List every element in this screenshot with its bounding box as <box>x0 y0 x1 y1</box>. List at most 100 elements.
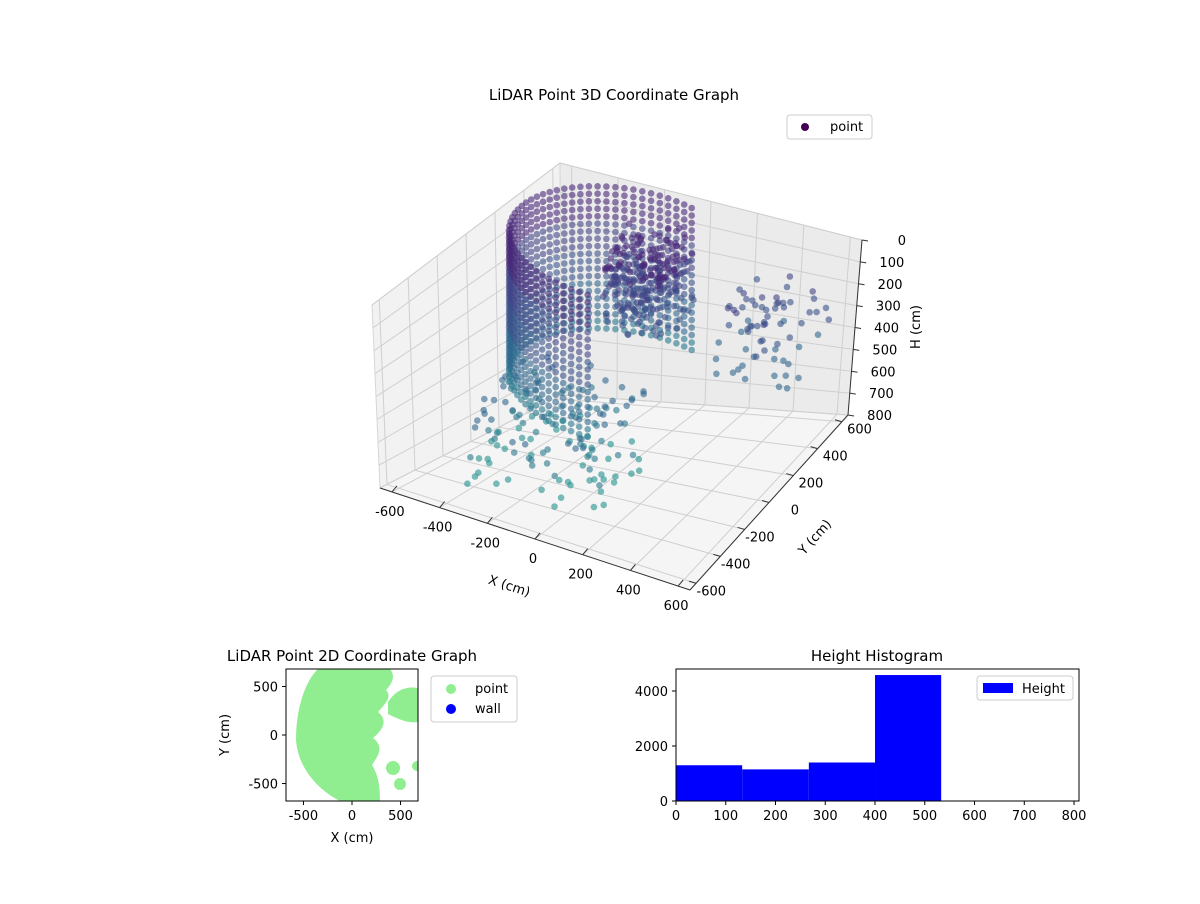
point-3d <box>475 469 482 477</box>
point-3d <box>659 261 667 268</box>
point-3d <box>619 235 626 242</box>
point-3d <box>575 326 583 333</box>
point-3d <box>753 276 761 283</box>
point-3d <box>688 279 695 287</box>
point-3d <box>625 220 633 227</box>
point-3d <box>591 393 598 401</box>
point-3d <box>607 255 615 262</box>
point-3d <box>615 262 623 270</box>
point-3d <box>628 396 636 404</box>
histogram-title: Height Histogram <box>811 647 943 665</box>
point-3d <box>783 385 791 392</box>
point-3d <box>533 193 541 200</box>
point-3d <box>757 338 764 345</box>
point-3d <box>780 357 787 365</box>
point-3d <box>545 335 552 342</box>
point-3d <box>538 391 546 398</box>
point-3d <box>685 307 692 314</box>
point-3d <box>594 317 601 325</box>
point-3d <box>567 338 575 345</box>
y-tick-label-2d: -500 <box>248 778 278 793</box>
point-3d <box>575 393 583 401</box>
point-3d <box>786 273 794 280</box>
point-3d <box>673 340 680 347</box>
point-3d <box>552 294 559 301</box>
y-tick-label-3d: 400 <box>823 450 848 465</box>
point-3d <box>626 286 634 293</box>
point-3d <box>603 220 610 228</box>
point-3d <box>621 192 628 199</box>
z-tick-label-3d: 400 <box>874 322 899 337</box>
point-3d <box>561 260 568 267</box>
scatter-2d-area <box>296 669 418 801</box>
point-3d <box>567 398 575 405</box>
point-3d <box>591 455 598 463</box>
point-3d <box>585 257 593 265</box>
histogram-x-tick-label: 400 <box>863 809 888 824</box>
point-3d <box>552 324 559 331</box>
point-3d <box>584 313 591 321</box>
point-3d <box>527 248 535 256</box>
point-3d <box>688 286 695 294</box>
point-3d <box>527 382 534 390</box>
point-3d <box>532 402 540 409</box>
point-3d <box>527 397 534 405</box>
point-3d <box>532 334 540 342</box>
point-3d <box>742 346 750 353</box>
histogram-x-tick-label: 300 <box>813 809 838 824</box>
point-3d <box>656 237 664 244</box>
point-3d <box>639 188 646 195</box>
y-tick-3d <box>834 419 843 423</box>
point-3d <box>634 241 641 249</box>
point-3d <box>607 265 615 272</box>
point-3d <box>683 267 691 275</box>
point-3d <box>527 338 534 345</box>
point-cloud-3d <box>464 183 833 511</box>
point-3d <box>527 293 534 300</box>
point-3d <box>584 299 591 306</box>
point-3d <box>678 243 685 251</box>
point-3d <box>594 183 601 190</box>
point-3d <box>636 318 643 326</box>
point-3d <box>758 294 766 301</box>
point-3d <box>546 226 553 233</box>
point-3d <box>594 272 601 280</box>
point-3d <box>561 230 568 237</box>
point-3d <box>673 242 680 250</box>
x-tick-label-3d: 400 <box>616 583 641 598</box>
y-tick-label-3d: -200 <box>745 530 775 545</box>
point-3d <box>603 273 610 280</box>
point-3d <box>619 249 627 257</box>
point-3d <box>624 330 631 338</box>
point-3d <box>688 212 695 219</box>
point-3d <box>653 245 660 253</box>
point-3d <box>545 372 552 380</box>
point-3d <box>612 228 619 236</box>
point-3d <box>680 343 688 350</box>
point-3d <box>552 391 559 398</box>
y-tick-3d <box>688 580 697 584</box>
point-3d <box>532 312 540 319</box>
histogram-x-tick-label: 500 <box>912 809 937 824</box>
x-tick-label-3d: 0 <box>529 552 537 567</box>
point-3d <box>680 335 688 343</box>
point-3d <box>532 409 540 417</box>
point-3d <box>603 213 610 220</box>
point-3d <box>527 390 534 397</box>
y-axis-label-2d: Y (cm) <box>218 714 233 757</box>
point-3d <box>552 376 559 384</box>
point-3d <box>688 272 695 279</box>
point-3d <box>619 306 626 313</box>
point-3d <box>553 246 561 254</box>
point-3d <box>585 250 593 257</box>
point-3d <box>630 201 637 208</box>
point-3d <box>532 304 540 312</box>
point-3d <box>594 257 601 265</box>
point-3d <box>619 322 626 329</box>
point-3d <box>758 303 766 311</box>
point-3d <box>538 286 546 294</box>
point-3d <box>584 388 591 396</box>
point-3d <box>559 379 567 387</box>
point-3d <box>642 324 649 332</box>
